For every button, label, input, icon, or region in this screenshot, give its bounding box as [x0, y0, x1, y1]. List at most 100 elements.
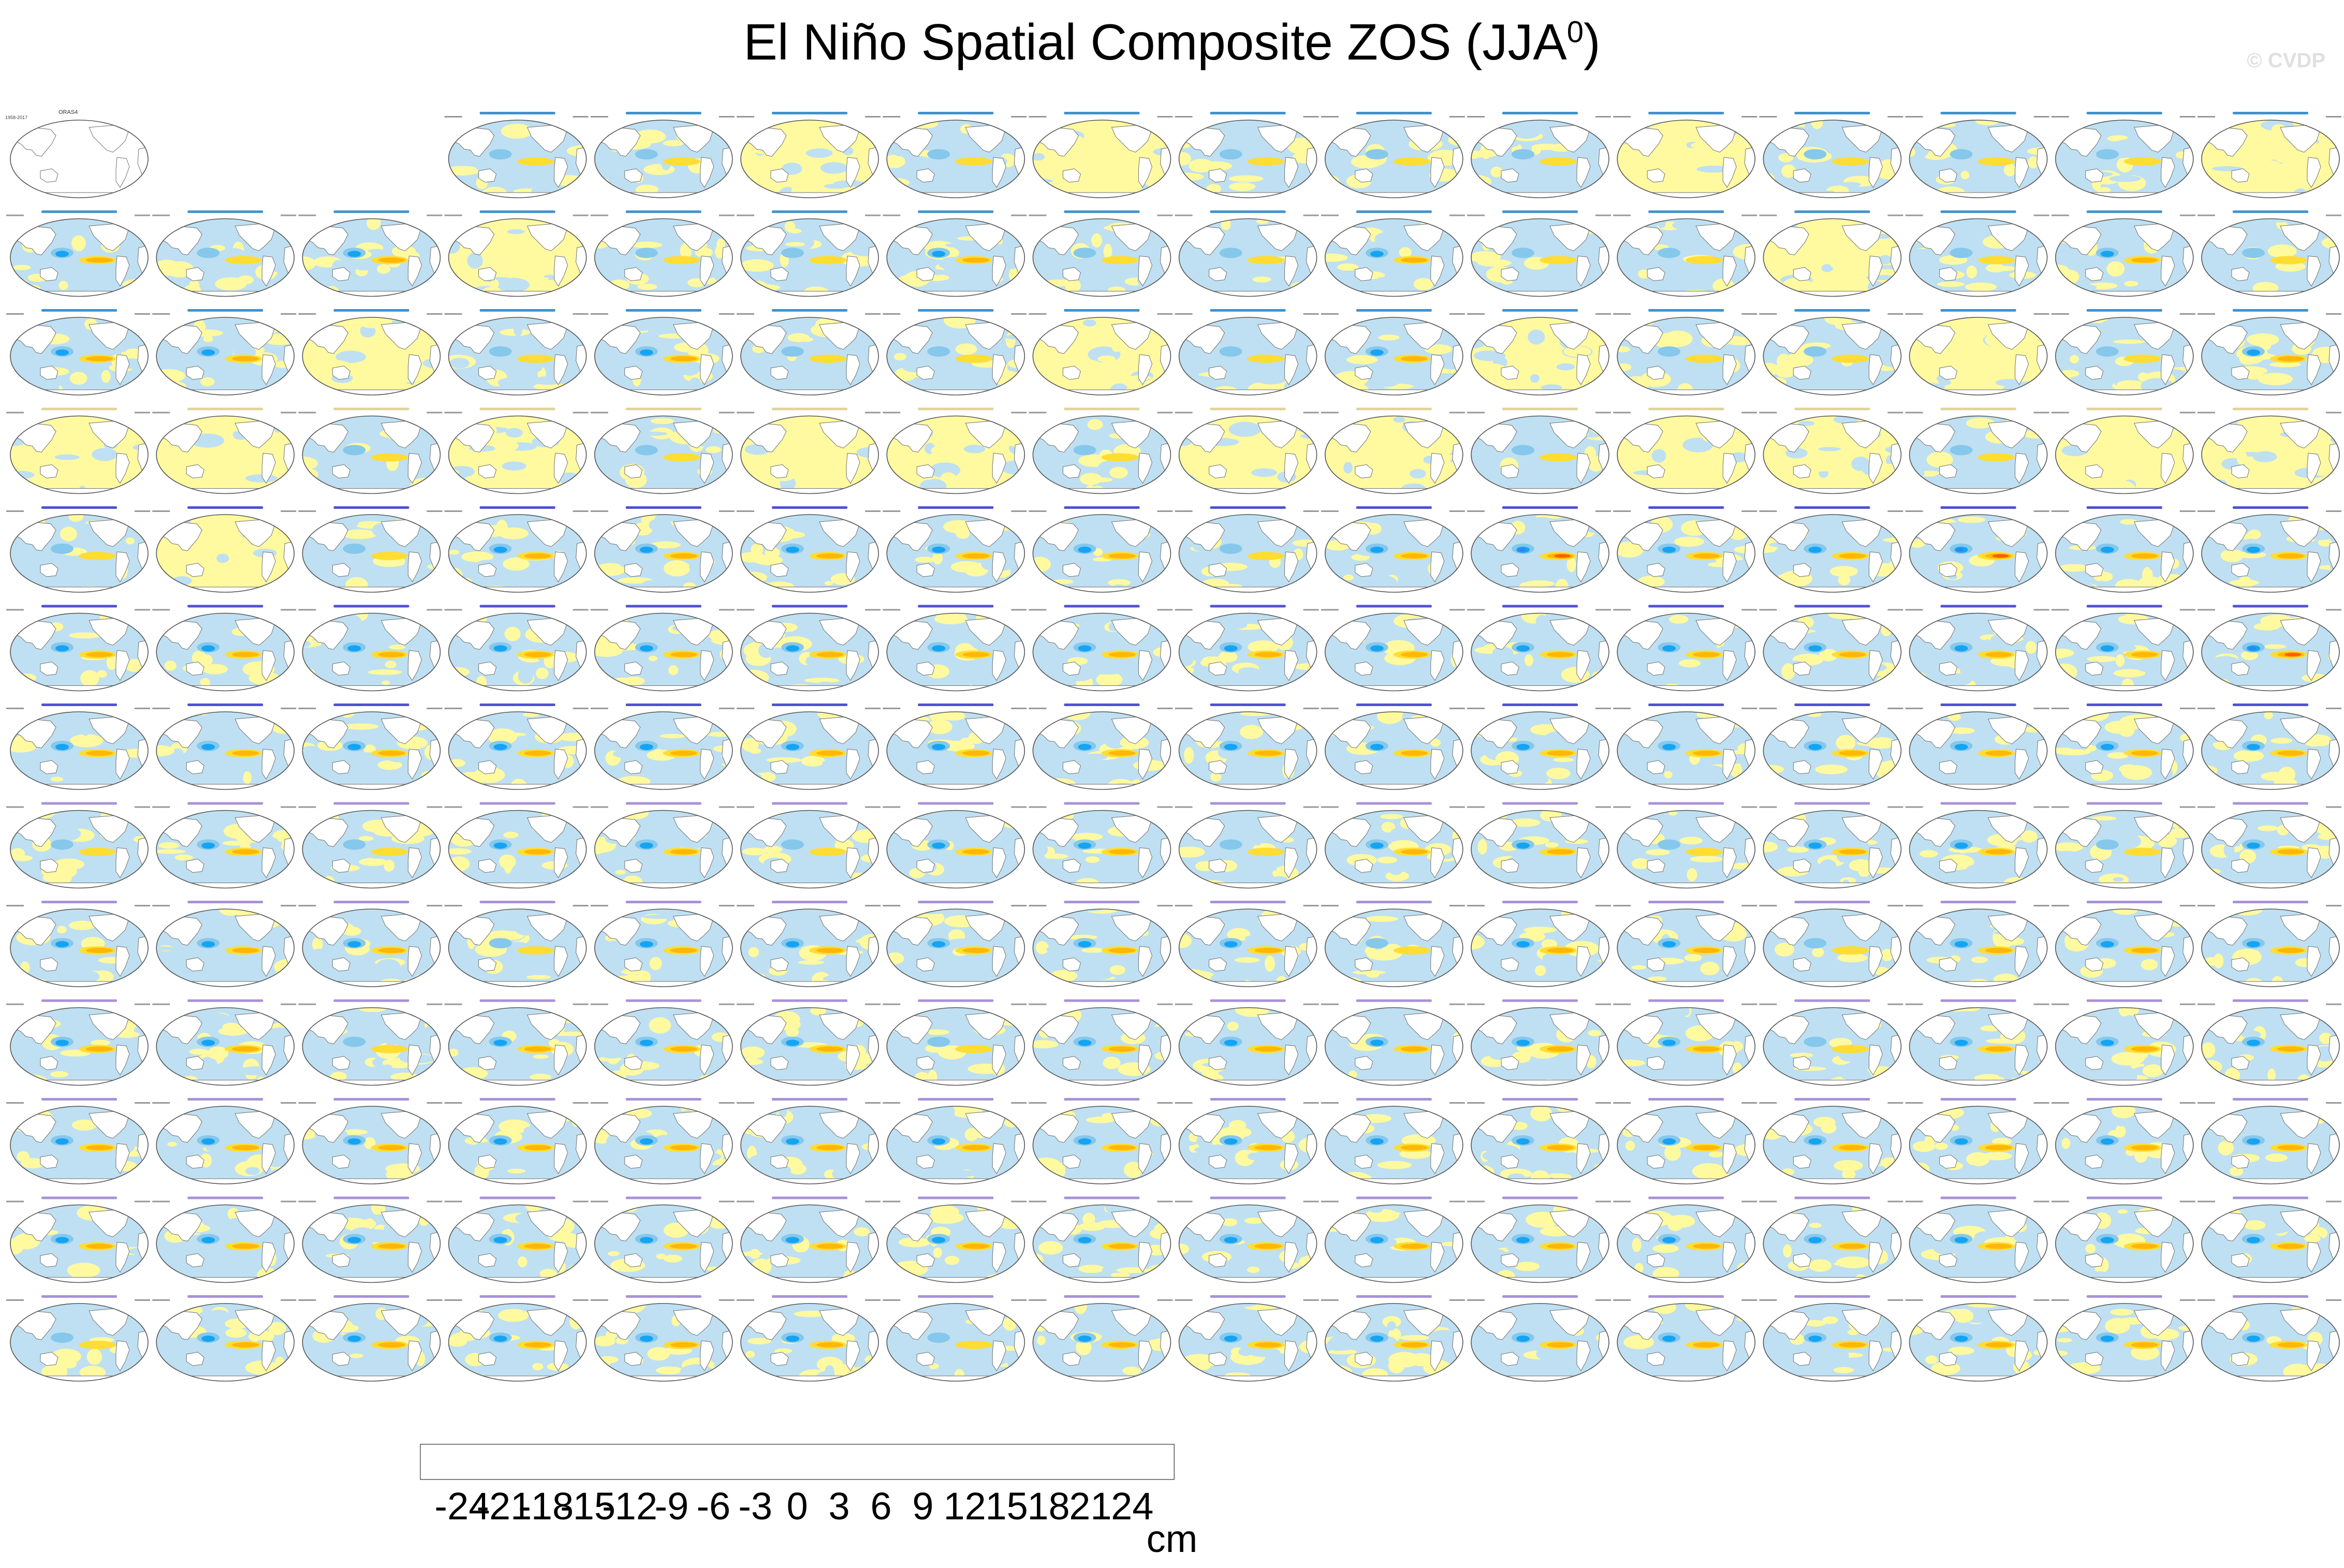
map-panel [2198, 112, 2341, 198]
panel-stat-line [135, 1299, 150, 1301]
panel-title-line [1064, 704, 1140, 706]
colorbar-tick-label: 3 [828, 1485, 849, 1528]
panel-stat-line [1887, 1200, 1903, 1203]
panel-stat-line [1741, 1299, 1757, 1301]
panel-title-line [1356, 605, 1432, 608]
panel-title-line [479, 1196, 555, 1199]
panel-stat-line [719, 1003, 735, 1005]
panel-stat-line [1157, 905, 1173, 906]
panel-years-line [1175, 1299, 1193, 1301]
panel-stat-line [135, 806, 150, 808]
panel-title-line [1940, 309, 2016, 312]
panel-title-line [1064, 1098, 1140, 1101]
panel-title-line [772, 1295, 847, 1298]
panel-title-line [1794, 1295, 1870, 1298]
panel-years-line [1613, 412, 1631, 414]
panel-years-line [444, 1003, 462, 1005]
panel-stat-line [2033, 1003, 2049, 1005]
panel-stat-line [865, 313, 881, 315]
panel-years-line [1321, 708, 1339, 709]
map-panel [1321, 309, 1465, 395]
panel-title-line [625, 1295, 701, 1298]
panel-title-line [1940, 112, 2016, 114]
panel-stat-line [1157, 1102, 1173, 1104]
panel-years-line [590, 806, 608, 808]
colorbar-tick-label: -15 [560, 1485, 616, 1528]
panel-stat-line [719, 708, 735, 709]
panel-title-line [1502, 999, 1578, 1002]
panel-years-line [737, 1200, 754, 1203]
panel-title-line [2086, 1098, 2162, 1101]
panel-title-line [2233, 1295, 2308, 1298]
map-panel [1759, 112, 1903, 198]
panel-years-line [1175, 214, 1193, 216]
watermark: © CVDP [2247, 49, 2325, 72]
panel-years-line [1321, 313, 1339, 315]
panel-title-line [1356, 1295, 1432, 1298]
panel-title-line [2086, 210, 2162, 213]
map-panel [1029, 210, 1173, 297]
panel-title-line [1502, 407, 1578, 411]
panel-title-line [918, 407, 994, 411]
panel-stat-line [865, 510, 881, 512]
panel-years-line [1321, 510, 1339, 512]
map-panel [1321, 802, 1465, 889]
panel-years-line [444, 905, 462, 906]
panel-title-line [41, 309, 117, 312]
panel-stat-line [427, 905, 443, 906]
panel-years-line [1467, 1003, 1485, 1005]
panel-years-line [883, 1102, 901, 1104]
panel-title-line [772, 999, 847, 1002]
panel-stat-line [1303, 510, 1319, 512]
panel-years-line [2198, 313, 2215, 315]
panel-stat-line [1303, 313, 1319, 315]
panel-years-line [1175, 412, 1193, 414]
panel-title-line [1356, 1196, 1432, 1199]
panel-title-line [41, 210, 117, 213]
panel-years-line [2051, 1102, 2069, 1104]
panel-title-line [625, 704, 701, 706]
panel-years-line [590, 1200, 608, 1203]
panel-title-line [1648, 1098, 1724, 1101]
map-panel [2198, 1295, 2341, 1382]
panel-years-line [883, 214, 901, 216]
panel-years-line [1467, 510, 1485, 512]
panel-title-line [187, 1098, 263, 1101]
colorbar-tick-label: -21 [476, 1485, 532, 1528]
panel-title-line [1794, 1196, 1870, 1199]
panel-title-line [1794, 506, 1870, 509]
panel-years-line [2198, 412, 2215, 414]
panel-title-line [1210, 112, 1286, 114]
panel-years-line [1613, 1299, 1631, 1301]
panel-years-line [590, 510, 608, 512]
panel-title-line [1210, 605, 1286, 608]
panel-years-line [590, 1102, 608, 1104]
panel-years-line [1321, 1299, 1339, 1301]
panel-title-line [479, 112, 555, 114]
colorbar-tick-label: -12 [602, 1485, 657, 1528]
map-panel [1613, 999, 1757, 1086]
panel-stat-line [427, 806, 443, 808]
panel-stat-line [1011, 1200, 1027, 1203]
panel-title-line [1356, 506, 1432, 509]
panel-stat-line [1303, 116, 1319, 118]
panel-stat-line [1011, 905, 1027, 906]
map-panel [298, 210, 443, 297]
panel-title-line [772, 407, 847, 411]
panel-stat-line [1887, 1299, 1903, 1301]
panel-years-line [6, 1102, 24, 1104]
panel-years-line [1175, 1003, 1193, 1005]
panel-years-line [883, 1200, 901, 1203]
panel-title-line [41, 506, 117, 509]
panel-years-line [2051, 412, 2069, 414]
map-panel [1029, 802, 1173, 889]
panel-title-line [2086, 901, 2162, 903]
panel-years-line [737, 905, 754, 906]
map-panel [1613, 1295, 1757, 1382]
panel-title-line [1648, 1196, 1724, 1199]
panel-years-line [1759, 1200, 1777, 1203]
panel-stat-line [865, 214, 881, 216]
map-panel [1467, 704, 1611, 790]
panel-years-line [1905, 510, 1923, 512]
map-panel [1467, 1098, 1611, 1184]
